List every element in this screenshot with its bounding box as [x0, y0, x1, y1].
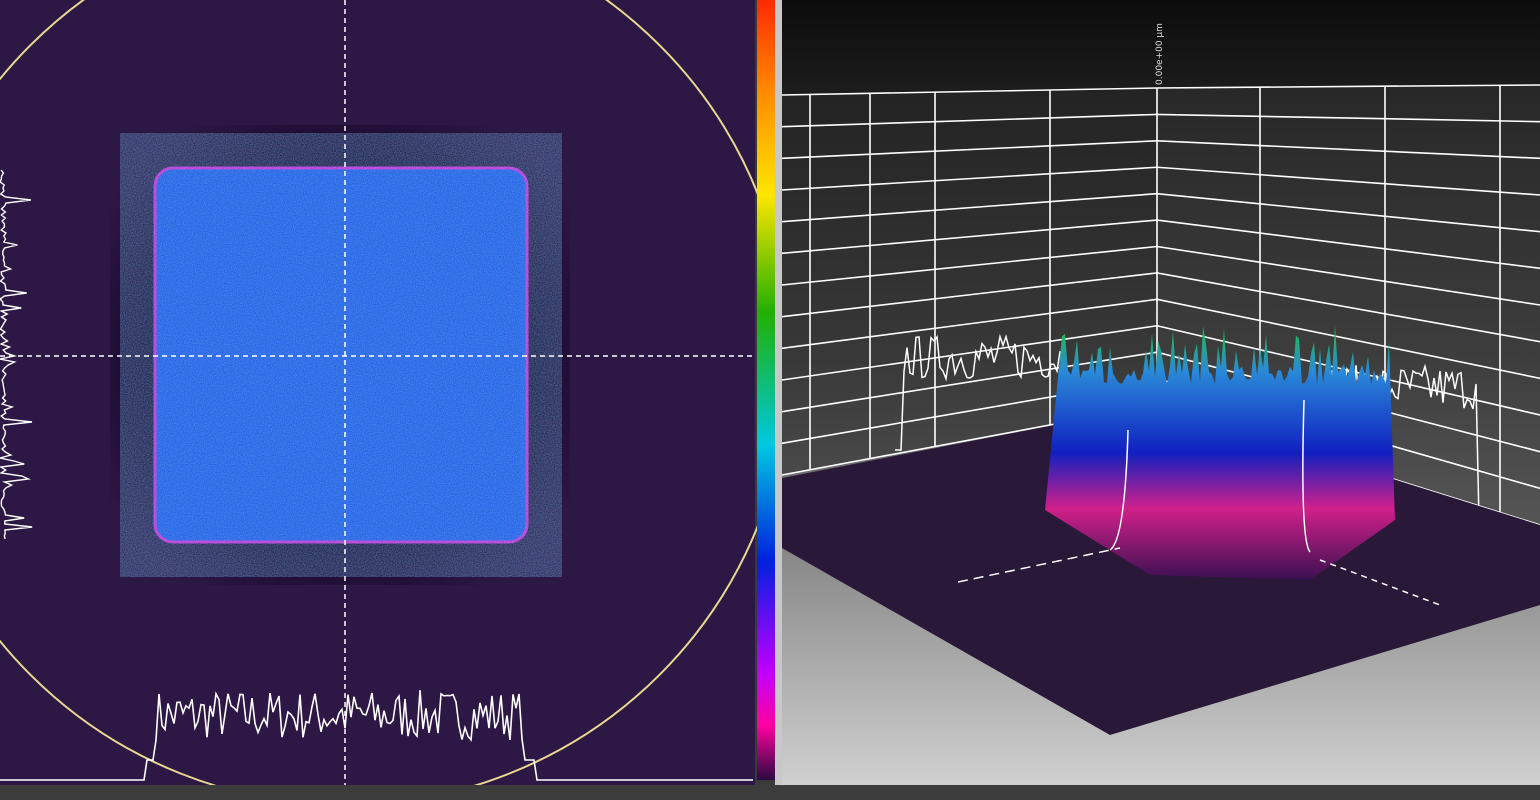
wall-grid-line	[781, 219, 1158, 255]
wall-grid-line	[781, 166, 1158, 191]
wall-profile-y	[1320, 363, 1485, 521]
wall-grid-line	[781, 324, 1158, 381]
wall-grid-line	[1156, 219, 1540, 270]
vertical-profile	[0, 169, 33, 540]
wall-grid-line	[781, 87, 1158, 96]
wall-grid-line	[1156, 192, 1540, 233]
beam-texture	[157, 170, 525, 540]
wall-grid-line	[1156, 140, 1540, 160]
beam-3d-body	[1045, 325, 1395, 580]
wall-grid-line	[1156, 166, 1540, 196]
wall-grid-line	[1156, 113, 1540, 123]
status-bar	[0, 785, 1540, 800]
cut-profile-y	[1302, 399, 1311, 553]
cut-profile-x	[1109, 429, 1129, 551]
wall-grid-line	[781, 245, 1158, 286]
wall-grid-line	[781, 298, 1158, 350]
wall-grid-line	[1156, 298, 1540, 380]
wall-profile-x	[895, 333, 1078, 451]
z-axis-label: 0.00e+00 µm	[1155, 23, 1165, 85]
wall-grid-line	[781, 192, 1158, 223]
wall-grid-line	[1156, 245, 1540, 306]
color-scale	[757, 0, 775, 780]
wall-grid-line	[781, 351, 1158, 413]
floor-crosshair-x	[957, 547, 1121, 583]
wall-grid-line	[781, 113, 1158, 128]
wall-grid-line	[781, 140, 1158, 160]
wall-grid-line	[1156, 272, 1540, 343]
horizontal-profile	[0, 690, 753, 781]
splitter	[775, 0, 782, 785]
wall-grid-line	[781, 272, 1158, 318]
wall-grid-line	[1156, 84, 1540, 89]
